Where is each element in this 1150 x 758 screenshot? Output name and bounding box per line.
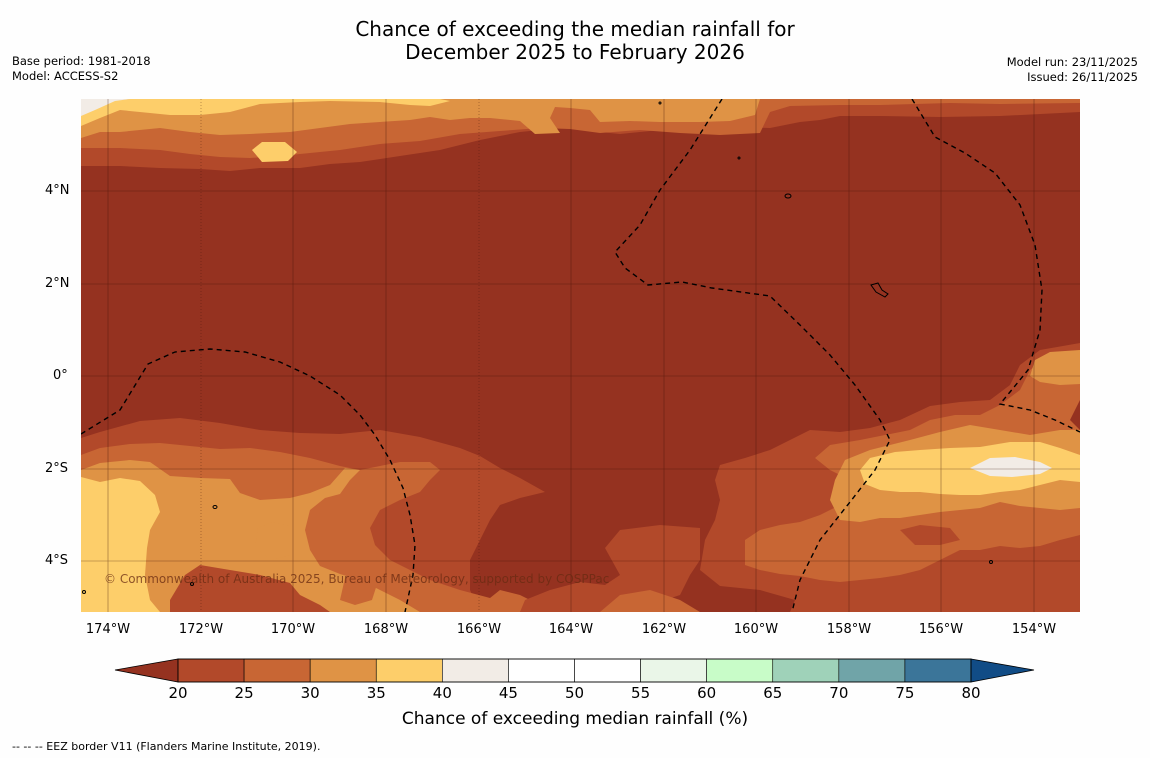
lon-tick-label: 172°W — [178, 622, 224, 637]
colorbar-tick-label: 25 — [234, 684, 254, 702]
colorbar-segment — [640, 658, 707, 683]
band-20-25-south-central — [520, 525, 700, 612]
colorbar-segment — [309, 658, 377, 683]
patch-south-orange — [255, 522, 298, 560]
lon-tick-label: 162°W — [641, 622, 687, 637]
patch-south-mid — [340, 560, 380, 605]
lon-tick-label: 170°W — [270, 622, 316, 637]
colorbar-tick-label: 80 — [961, 684, 981, 702]
colorbar-frame — [177, 658, 972, 683]
lat-tick-label: 4°S — [45, 553, 69, 568]
colorbar — [114, 658, 1035, 683]
model-run: Model run: 23/11/2025 — [1006, 55, 1138, 69]
colorbar-tick-label: 70 — [829, 684, 849, 702]
colorbar-tick-label: 40 — [432, 684, 452, 702]
band-35-40-southwest — [81, 477, 160, 612]
lon-tick-label: 156°W — [918, 622, 964, 637]
colorbar-tick-label: 35 — [366, 684, 386, 702]
colorbar-segment — [243, 658, 311, 683]
island-8 — [658, 101, 662, 105]
band-25-30-south-central — [600, 590, 700, 612]
title-line-2: December 2025 to February 2026 — [405, 40, 745, 64]
lon-tick-label: 174°W — [85, 622, 131, 637]
colorbar-tick-label: 60 — [697, 684, 717, 702]
island-2 — [870, 282, 889, 298]
colorbar-segment — [442, 658, 509, 683]
lon-tick-label: 168°W — [363, 622, 409, 637]
colorbar-tick-label: 55 — [631, 684, 651, 702]
colorbar-tick-label: 30 — [300, 684, 320, 702]
chart-title: Chance of exceeding the median rainfall … — [0, 18, 1150, 64]
meta-left: Base period: 1981-2018 Model: ACCESS-S2 — [12, 54, 151, 84]
island-5 — [82, 590, 86, 594]
lat-tick-label: 4°N — [45, 183, 70, 198]
patch-south-dark — [170, 565, 330, 612]
eez-border-east — [911, 99, 1080, 433]
patch-southeast-dark — [900, 525, 960, 545]
island-1 — [784, 193, 792, 199]
colorbar-segment — [706, 658, 774, 683]
eez-borders — [81, 99, 1080, 612]
colorbar-tick-label: 75 — [895, 684, 915, 702]
base-period: Base period: 1981-2018 — [12, 54, 151, 68]
eez-border-central — [614, 99, 891, 612]
island-4 — [190, 582, 194, 586]
colorbar-low-extension — [114, 658, 179, 683]
lon-tick-label: 160°W — [733, 622, 779, 637]
map-area — [81, 99, 1080, 612]
band-30-35-southwest — [81, 460, 420, 612]
colorbar-segment — [772, 658, 840, 683]
model-name: Model: ACCESS-S2 — [12, 69, 119, 83]
lon-tick-label: 164°W — [548, 622, 594, 637]
lat-tick-label: 0° — [53, 368, 68, 383]
band-30-35-north — [81, 99, 760, 138]
patch-east-dark — [1070, 400, 1080, 430]
patch-north-yellow — [252, 142, 297, 162]
colorbar-segment — [375, 658, 443, 683]
eez-footnote: -- -- -- EEZ border V11 (Flanders Marine… — [12, 740, 321, 753]
colorbar-segment — [574, 658, 641, 683]
lon-tick-label: 154°W — [1011, 622, 1057, 637]
colorbar-segment — [177, 658, 245, 683]
band-40-45-north — [81, 99, 130, 116]
colorbar-segment — [838, 658, 906, 683]
lat-tick-label: 2°N — [45, 276, 70, 291]
colorbar-segment — [904, 658, 972, 683]
colorbar-label: Chance of exceeding median rainfall (%) — [401, 709, 749, 729]
lat-tick-label: 2°S — [45, 461, 69, 476]
island-3 — [212, 505, 218, 509]
band-35-40-southeast — [860, 442, 1080, 495]
patch-north-east — [1000, 100, 1080, 102]
colorbar-tick-label: 50 — [564, 684, 585, 702]
band-35-40-north — [81, 99, 450, 126]
issued-date: Issued: 26/11/2025 — [1027, 70, 1138, 84]
colorbar-segments — [177, 658, 972, 683]
graticule — [81, 99, 1080, 612]
copyright-notice: © Commonwealth of Australia 2025, Bureau… — [104, 572, 610, 586]
meta-right: Model run: 23/11/2025 Issued: 26/11/2025 — [1007, 55, 1138, 85]
island-6 — [989, 560, 993, 564]
lon-tick-label: 158°W — [826, 622, 872, 637]
colorbar-segment — [508, 658, 575, 683]
lon-tick-label: 166°W — [456, 622, 502, 637]
colorbar-tick-label: 65 — [763, 684, 783, 702]
colorbar-tick-label: 20 — [168, 684, 188, 702]
colorbar-high-extension — [970, 658, 1035, 683]
islands — [82, 101, 993, 594]
eez-border-west — [81, 348, 416, 612]
band-40-45-southeast — [970, 457, 1052, 477]
title-line-1: Chance of exceeding the median rainfall … — [355, 17, 795, 41]
colorbar-tick-label: 45 — [498, 684, 518, 702]
island-7 — [737, 156, 741, 160]
